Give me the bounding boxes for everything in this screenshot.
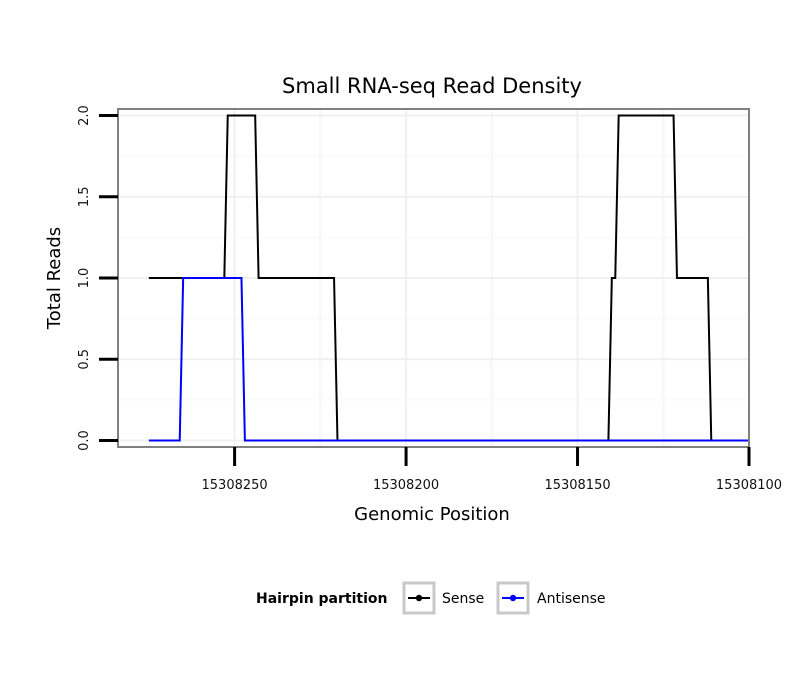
x-tick-label: 15308100: [716, 478, 782, 493]
legend-dot-antisense: [509, 594, 517, 602]
x-tick-label: 15308250: [202, 478, 268, 493]
series-lines: [148, 114, 749, 442]
legend-label-sense: Sense: [442, 591, 484, 607]
legend: Hairpin partition Sense Antisense: [256, 581, 606, 615]
y-axis-title: Total Reads: [44, 227, 65, 330]
legend-item-antisense: Antisense: [496, 581, 606, 615]
y-tick-label: 0.0: [77, 430, 92, 451]
gridlines: [118, 109, 750, 447]
legend-dot-sense: [415, 594, 423, 602]
x-tick-label: 15308200: [373, 478, 439, 493]
x-tick-label: 15308150: [544, 478, 610, 493]
legend-item-sense: Sense: [402, 581, 484, 615]
x-axis: 15308250 15308200 15308150 15308100: [202, 447, 782, 493]
legend-label-antisense: Antisense: [537, 591, 606, 607]
series-line-antisense: [148, 277, 749, 442]
y-tick-label: 1.5: [77, 186, 92, 207]
legend-title: Hairpin partition: [256, 591, 387, 607]
series-line-sense: [148, 114, 749, 442]
y-tick-label: 2.0: [77, 105, 92, 126]
y-tick-label: 1.0: [77, 268, 92, 289]
x-axis-title: Genomic Position: [354, 504, 510, 525]
y-axis: 0.0 0.5 1.0 1.5 2.0: [77, 105, 118, 451]
chart-title: Small RNA-seq Read Density: [282, 74, 582, 98]
y-tick-label: 0.5: [77, 349, 92, 370]
